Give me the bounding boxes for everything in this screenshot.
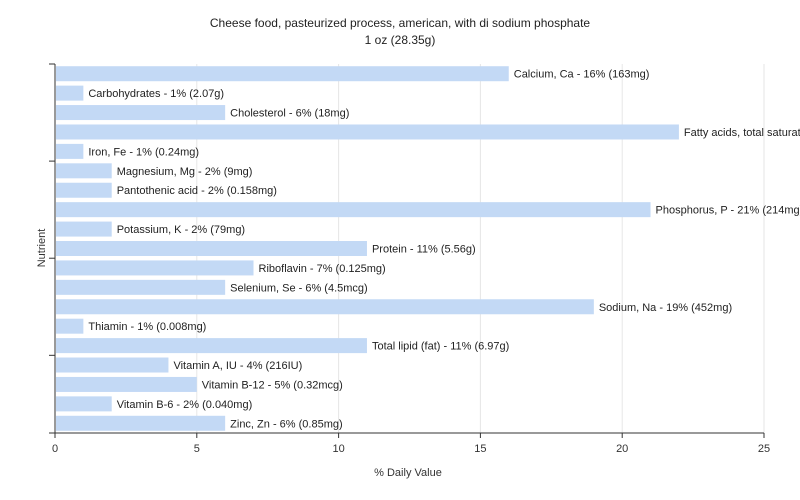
bar bbox=[56, 396, 112, 412]
bar bbox=[56, 105, 226, 121]
bar-label: Protein - 11% (5.56g) bbox=[372, 244, 476, 256]
bar-label: Carbohydrates - 1% (2.07g) bbox=[88, 88, 224, 100]
bar-label: Calcium, Ca - 16% (163mg) bbox=[514, 69, 650, 81]
bar bbox=[56, 85, 84, 101]
bar-label: Zinc, Zn - 6% (0.85mg) bbox=[230, 418, 342, 430]
bar-label: Vitamin A, IU - 4% (216IU) bbox=[173, 360, 302, 372]
bar-label: Phosphorus, P - 21% (214mg) bbox=[656, 205, 800, 217]
bar bbox=[56, 279, 226, 295]
chart-subtitle: 1 oz (28.35g) bbox=[365, 33, 436, 47]
x-tick-label: 10 bbox=[332, 443, 344, 455]
bar-label: Iron, Fe - 1% (0.24mg) bbox=[88, 146, 199, 158]
bar-labels: Calcium, Ca - 16% (163mg) Carbohydrates -… bbox=[88, 69, 800, 431]
chart-title: Cheese food, pasteurized process, americ… bbox=[210, 16, 591, 30]
bar-label: Cholesterol - 6% (18mg) bbox=[230, 108, 349, 120]
bar bbox=[56, 202, 651, 218]
bar-label: Selenium, Se - 6% (4.5mcg) bbox=[230, 282, 368, 294]
bar bbox=[56, 376, 197, 392]
bar-label: Riboflavin - 7% (0.125mg) bbox=[259, 263, 386, 275]
bar-label: Magnesium, Mg - 2% (9mg) bbox=[117, 166, 253, 178]
bar-label: Total lipid (fat) - 11% (6.97g) bbox=[372, 341, 509, 353]
bar bbox=[56, 241, 367, 256]
x-tick-label: 25 bbox=[758, 443, 770, 455]
x-tick-label: 15 bbox=[474, 443, 486, 455]
bar-label: Vitamin B-6 - 2% (0.040mg) bbox=[117, 399, 253, 411]
bar bbox=[56, 338, 367, 354]
y-axis-label: Nutrient bbox=[36, 229, 48, 268]
bar bbox=[56, 260, 254, 276]
x-axis-label: % Daily Value bbox=[374, 467, 442, 479]
bar bbox=[56, 318, 84, 334]
bar bbox=[56, 182, 112, 198]
bar bbox=[56, 357, 169, 373]
bar bbox=[56, 163, 112, 179]
x-tick-label: 0 bbox=[52, 443, 58, 455]
bar bbox=[56, 299, 594, 315]
bar-label: Thiamin - 1% (0.008mg) bbox=[88, 321, 206, 333]
axes: 0 5 10 15 20 25 bbox=[49, 63, 770, 455]
bar bbox=[56, 143, 84, 159]
bar-label: Vitamin B-12 - 5% (0.32mcg) bbox=[202, 379, 343, 391]
bar-label: Pantothenic acid - 2% (0.158mg) bbox=[117, 185, 277, 197]
bar bbox=[56, 221, 112, 237]
bar-label: Fatty acids, total saturated - 22% (4.37… bbox=[684, 127, 800, 139]
x-tick-label: 5 bbox=[194, 443, 200, 455]
bar-label: Sodium, Na - 19% (452mg) bbox=[599, 302, 732, 314]
bars bbox=[56, 66, 679, 431]
bar bbox=[56, 124, 679, 140]
bar bbox=[56, 66, 509, 82]
bar-label: Potassium, K - 2% (79mg) bbox=[117, 224, 245, 236]
bar bbox=[56, 415, 226, 431]
x-tick-label: 20 bbox=[616, 443, 628, 455]
